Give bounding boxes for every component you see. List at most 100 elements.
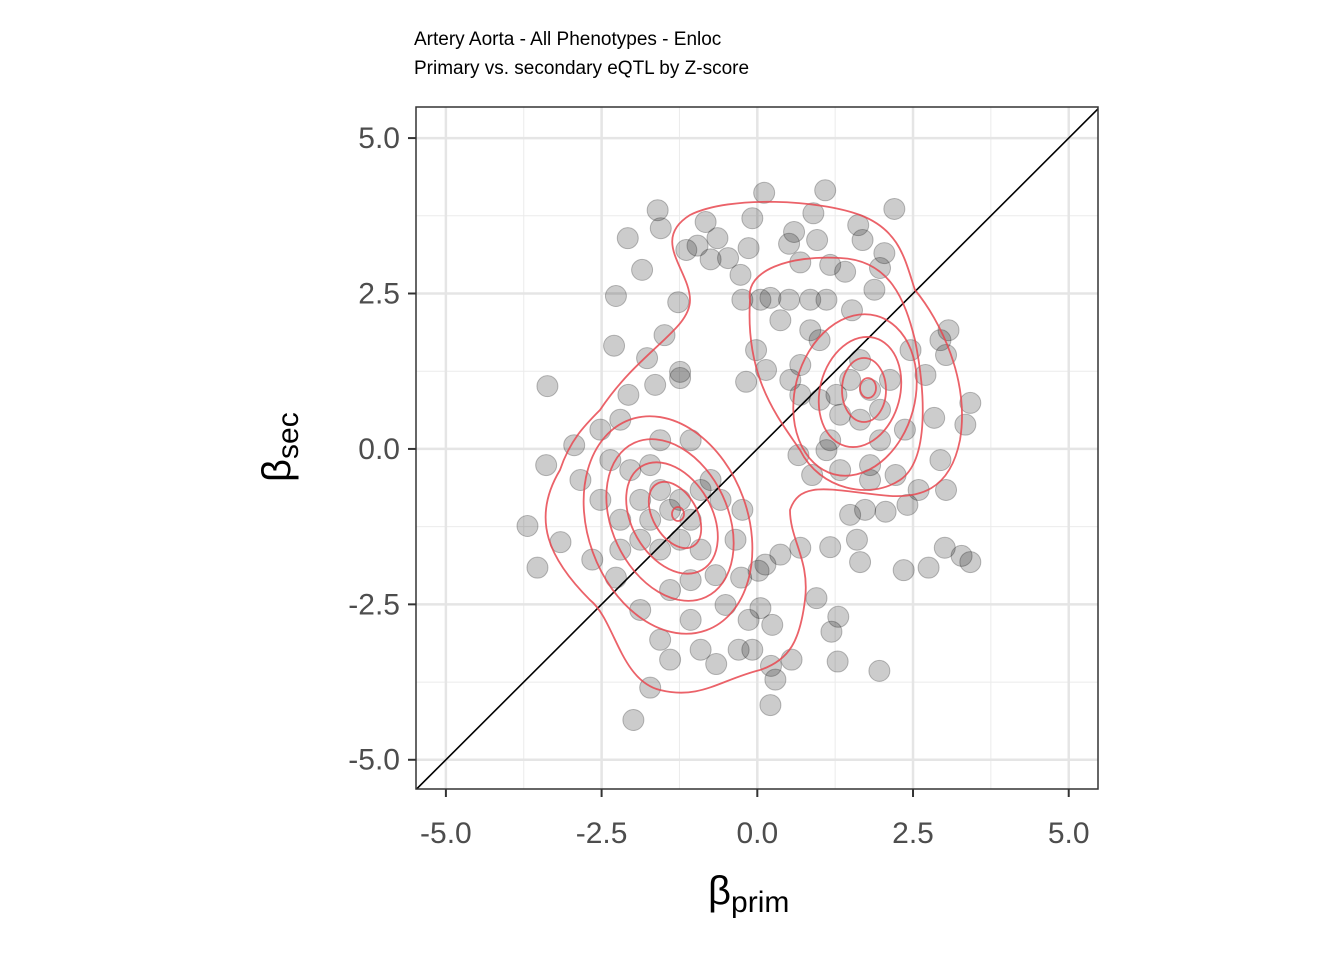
point <box>649 217 672 240</box>
identity-line <box>416 108 1098 789</box>
point <box>806 229 829 252</box>
point <box>741 207 764 230</box>
density-contour <box>748 256 924 491</box>
point <box>699 248 722 271</box>
y-tick-label: -5.0 <box>348 744 400 777</box>
point <box>754 553 777 576</box>
point <box>705 653 728 676</box>
density-contour <box>625 461 719 575</box>
point <box>653 324 676 347</box>
point <box>923 406 946 429</box>
y-axis-label: βsec <box>255 412 305 482</box>
point <box>917 556 940 579</box>
density-contour <box>841 357 887 423</box>
point <box>954 413 977 436</box>
point <box>639 454 662 477</box>
point <box>649 538 672 561</box>
y-tick-label: -2.5 <box>348 588 400 621</box>
point <box>694 211 717 234</box>
chart-title: Artery Aorta - All Phenotypes - Enloc <box>414 29 721 50</box>
density-contour <box>792 313 918 477</box>
point <box>535 454 558 477</box>
y-axis-symbol: β <box>255 459 299 482</box>
point <box>727 638 750 661</box>
point <box>629 488 652 511</box>
point <box>686 234 709 257</box>
point <box>950 544 973 567</box>
point <box>731 288 754 311</box>
x-tick-label: 5.0 <box>1048 817 1090 850</box>
point <box>617 383 640 406</box>
point <box>808 329 831 352</box>
point <box>516 515 539 538</box>
point <box>929 449 952 472</box>
point <box>845 528 868 551</box>
point <box>667 291 690 314</box>
point <box>735 370 758 393</box>
point <box>659 498 682 521</box>
point <box>669 367 692 390</box>
point <box>869 429 892 452</box>
x-axis-symbol: β <box>708 869 731 913</box>
point <box>704 564 727 587</box>
point <box>778 288 801 311</box>
point <box>801 464 824 487</box>
point <box>769 309 792 332</box>
point <box>729 263 752 286</box>
point <box>789 251 812 274</box>
point <box>819 429 842 452</box>
x-tick-label: 2.5 <box>892 817 934 850</box>
point <box>869 257 892 280</box>
point <box>839 503 862 526</box>
point <box>679 569 702 592</box>
point <box>764 668 787 691</box>
x-axis-subscript: prim <box>731 886 789 919</box>
point <box>829 459 852 482</box>
x-axis-label: βprim <box>708 869 789 919</box>
point <box>827 605 850 628</box>
x-tick-label: -2.5 <box>576 817 628 850</box>
point <box>649 628 672 651</box>
point <box>834 260 857 283</box>
point <box>689 638 712 661</box>
point <box>851 229 874 252</box>
point <box>689 538 712 561</box>
point <box>815 288 838 311</box>
point <box>805 587 828 610</box>
point <box>874 500 897 523</box>
point <box>622 708 645 731</box>
x-tick-label: 0.0 <box>736 817 778 850</box>
x-tick-label: -5.0 <box>420 817 472 850</box>
y-tick-label: 0.0 <box>358 433 400 466</box>
point <box>869 398 892 421</box>
point <box>759 694 782 717</box>
point <box>699 469 722 492</box>
point <box>609 508 632 531</box>
point <box>629 528 652 551</box>
point <box>854 498 877 521</box>
point <box>730 566 753 589</box>
point <box>933 536 956 559</box>
point <box>753 181 776 204</box>
point <box>892 559 915 582</box>
point <box>646 199 669 222</box>
point <box>644 373 667 396</box>
point <box>536 375 559 398</box>
point <box>659 648 682 671</box>
point <box>859 454 882 477</box>
point <box>914 363 937 386</box>
point <box>863 278 886 301</box>
y-axis-subscript: sec <box>272 412 305 459</box>
point <box>631 258 654 281</box>
point <box>799 319 822 342</box>
density-contour <box>671 506 685 522</box>
point <box>741 638 764 661</box>
point <box>778 232 801 255</box>
point <box>636 347 659 370</box>
density-contour <box>647 481 703 549</box>
point <box>589 488 612 511</box>
point <box>599 449 622 472</box>
point <box>799 288 822 311</box>
point <box>769 543 792 566</box>
plot-layer <box>416 107 1098 789</box>
